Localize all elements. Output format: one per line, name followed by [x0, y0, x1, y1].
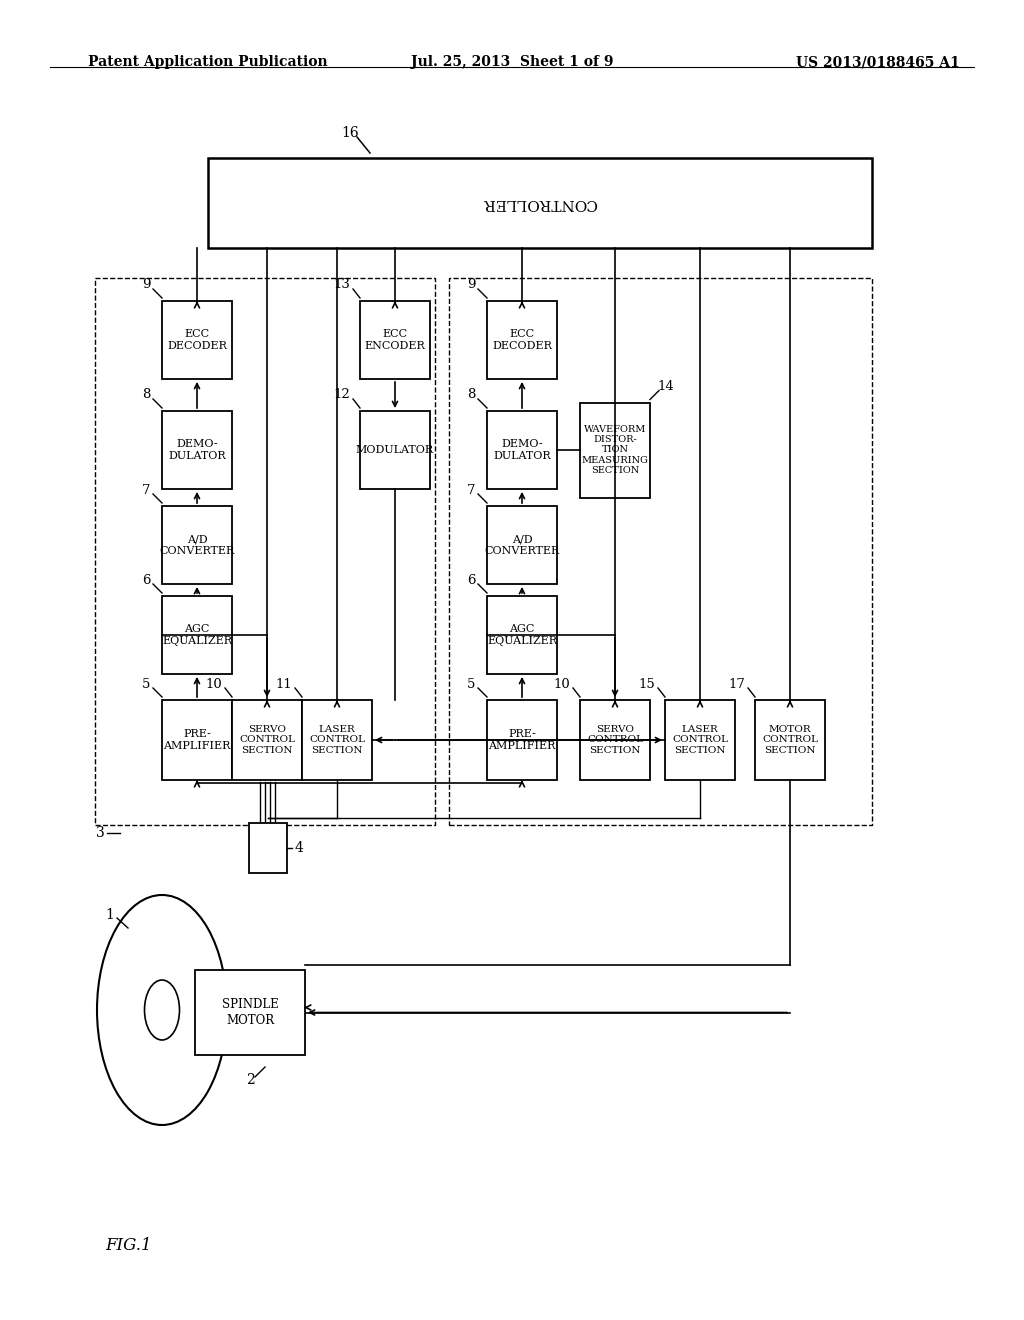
Text: Jul. 25, 2013  Sheet 1 of 9: Jul. 25, 2013 Sheet 1 of 9 — [411, 55, 613, 69]
Text: A/D
CONVERTER: A/D CONVERTER — [160, 535, 234, 556]
Text: SERVO
CONTROL
SECTION: SERVO CONTROL SECTION — [239, 725, 295, 755]
Text: 9: 9 — [467, 279, 475, 292]
Text: 1: 1 — [105, 908, 115, 921]
Bar — [95, 279, 435, 825]
Text: 7: 7 — [467, 483, 475, 496]
Bar — [360, 411, 430, 488]
Text: AGC
EQUALIZER: AGC EQUALIZER — [162, 624, 232, 645]
Text: ECC
ENCODER: ECC ENCODER — [365, 329, 425, 351]
Bar — [208, 158, 872, 248]
Text: 4: 4 — [295, 841, 303, 855]
Bar — [580, 403, 650, 498]
Text: 9: 9 — [141, 279, 151, 292]
Text: Patent Application Publication: Patent Application Publication — [88, 55, 328, 69]
Bar — [449, 279, 872, 825]
Ellipse shape — [97, 895, 227, 1125]
Bar — [487, 597, 557, 675]
Bar — [162, 506, 232, 583]
Text: 10: 10 — [554, 677, 570, 690]
Text: MOTOR
CONTROL
SECTION: MOTOR CONTROL SECTION — [762, 725, 818, 755]
Text: PRE-
AMPLIFIER: PRE- AMPLIFIER — [163, 729, 230, 751]
Bar — [487, 700, 557, 780]
Text: DEMO-
DULATOR: DEMO- DULATOR — [494, 440, 551, 461]
Bar — [665, 700, 735, 780]
Bar — [162, 597, 232, 675]
Text: US 2013/0188465 A1: US 2013/0188465 A1 — [797, 55, 961, 69]
Text: CONTROLLER: CONTROLLER — [482, 195, 597, 210]
Text: FIG.1: FIG.1 — [105, 1237, 152, 1254]
Bar — [487, 506, 557, 583]
Bar — [487, 411, 557, 488]
Text: 13: 13 — [334, 279, 350, 292]
Text: MODULATOR: MODULATOR — [356, 445, 434, 455]
Bar — [162, 411, 232, 488]
Text: 5: 5 — [141, 677, 151, 690]
Text: WAVEFORM
DISTOR-
TION
MEASURING
SECTION: WAVEFORM DISTOR- TION MEASURING SECTION — [582, 425, 648, 475]
Text: 14: 14 — [657, 380, 675, 393]
Text: LASER
CONTROL
SECTION: LASER CONTROL SECTION — [672, 725, 728, 755]
Text: ECC
DECODER: ECC DECODER — [493, 329, 552, 351]
Text: 5: 5 — [467, 677, 475, 690]
Bar — [580, 700, 650, 780]
Text: 8: 8 — [467, 388, 475, 401]
Text: 10: 10 — [206, 677, 222, 690]
Text: LASER
CONTROL
SECTION: LASER CONTROL SECTION — [309, 725, 365, 755]
Text: A/D
CONVERTER: A/D CONVERTER — [484, 535, 560, 556]
Text: SERVO
CONTROL
SECTION: SERVO CONTROL SECTION — [587, 725, 643, 755]
Text: 7: 7 — [141, 483, 151, 496]
Text: AGC
EQUALIZER: AGC EQUALIZER — [487, 624, 557, 645]
Ellipse shape — [144, 979, 179, 1040]
Text: 15: 15 — [639, 677, 655, 690]
Text: ECC
DECODER: ECC DECODER — [167, 329, 227, 351]
Bar — [162, 301, 232, 379]
Text: 12: 12 — [334, 388, 350, 401]
Bar — [195, 970, 305, 1055]
Text: 6: 6 — [467, 573, 475, 586]
Text: 11: 11 — [275, 677, 293, 690]
Text: PRE-
AMPLIFIER: PRE- AMPLIFIER — [488, 729, 556, 751]
Bar — [302, 700, 372, 780]
Bar — [755, 700, 825, 780]
Bar — [249, 822, 287, 873]
Text: SPINDLE
MOTOR: SPINDLE MOTOR — [221, 998, 279, 1027]
Text: 16: 16 — [341, 125, 358, 140]
Bar — [232, 700, 302, 780]
Bar — [487, 301, 557, 379]
Bar — [162, 700, 232, 780]
Text: 8: 8 — [141, 388, 151, 401]
Bar — [360, 301, 430, 379]
Text: 3: 3 — [95, 826, 104, 840]
Text: 2: 2 — [246, 1073, 254, 1086]
Text: 6: 6 — [141, 573, 151, 586]
Text: DEMO-
DULATOR: DEMO- DULATOR — [168, 440, 226, 461]
Text: 17: 17 — [728, 677, 745, 690]
